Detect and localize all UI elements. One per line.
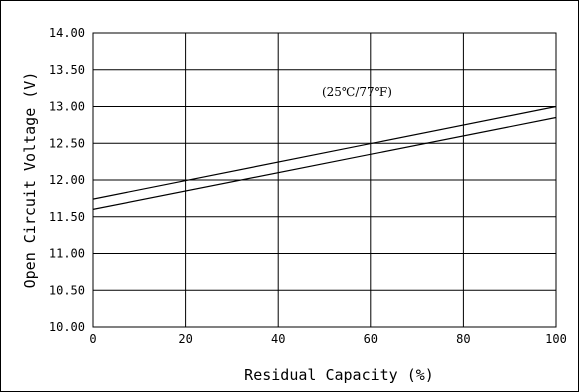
series-line-2 (92, 116, 557, 210)
x-tick-label: 60 (364, 332, 378, 346)
series-group (92, 105, 557, 210)
y-tick-label: 10.00 (49, 320, 85, 334)
x-axis-label: Residual Capacity (%) (244, 366, 434, 384)
y-tick-label: 11.50 (49, 210, 85, 224)
y-tick-label: 10.50 (49, 283, 85, 297)
y-tick-label: 12.00 (49, 173, 85, 187)
x-tick-label: 20 (178, 332, 192, 346)
y-tick-label: 13.00 (49, 100, 85, 114)
temperature-annotation: (25℃/77℉) (322, 85, 392, 99)
x-tick-labels: 0 20 40 60 80 100 (89, 332, 566, 346)
y-tick-label: 11.00 (49, 247, 85, 261)
series-line-1 (92, 105, 557, 200)
plot-area-border (92, 32, 557, 328)
y-axis-label: Open Circuit Voltage (V) (21, 72, 39, 289)
y-tick-label: 14.00 (49, 26, 85, 40)
y-tick-label: 13.50 (49, 63, 85, 77)
grid (92, 32, 557, 328)
y-tick-labels: 10.00 10.50 11.00 11.50 12.00 12.50 13.00 13.50… (49, 26, 85, 334)
x-tick-label: 40 (271, 332, 285, 346)
y-tick-label: 12.50 (49, 136, 85, 150)
x-tick-label: 80 (456, 332, 470, 346)
x-tick-label: 100 (545, 332, 567, 346)
x-tick-label: 0 (89, 332, 96, 346)
